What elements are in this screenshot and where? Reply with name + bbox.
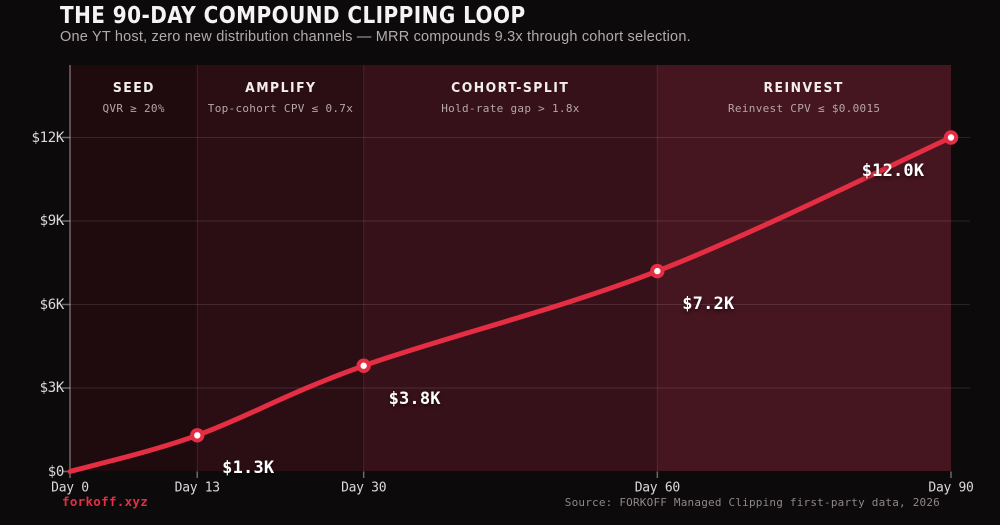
- y-axis-label: $0: [47, 463, 65, 480]
- phase-criteria: Top-cohort CPV ≤ 0.7x: [207, 102, 354, 115]
- page-subtitle: One YT host, zero new distribution chann…: [60, 29, 691, 45]
- data-point-label: $7.2K: [682, 294, 735, 315]
- phase-criteria: Hold-rate gap > 1.8x: [441, 102, 580, 115]
- phase-band-amplify: AMPLIFY Top-cohort CPV ≤ 0.7x: [197, 65, 364, 471]
- x-axis-label: Day 30: [341, 480, 387, 496]
- data-point-label: $12.0K: [861, 160, 925, 181]
- source-note: Source: FORKOFF Managed Clipping first-p…: [564, 496, 940, 509]
- x-axis-label: Day 0: [51, 480, 89, 496]
- phase-band-cohort-split: COHORT-SPLIT Hold-rate gap > 1.8x: [363, 65, 658, 471]
- page-title: THE 90-DAY COMPOUND CLIPPING LOOP: [60, 3, 526, 29]
- phase-title: REINVEST: [763, 80, 845, 96]
- x-axis-label: Day 90: [928, 480, 974, 496]
- phase-title: COHORT-SPLIT: [451, 80, 570, 96]
- phase-title: AMPLIFY: [244, 80, 317, 96]
- x-axis-label: Day 60: [634, 480, 680, 496]
- y-axis-label: $9K: [39, 213, 65, 229]
- x-axis-label: Day 13: [174, 480, 220, 496]
- phase-criteria: QVR ≥ 20%: [102, 102, 165, 115]
- data-point-label: $1.3K: [222, 458, 275, 479]
- phase-title: SEED: [112, 80, 155, 96]
- y-axis-label: $12K: [31, 129, 64, 146]
- y-axis-label: $3K: [39, 380, 65, 396]
- y-axis-label: $6K: [39, 296, 65, 313]
- data-point-label: $3.8K: [388, 388, 441, 409]
- phase-band-seed: SEED QVR ≥ 20%: [70, 65, 198, 471]
- brand-link[interactable]: forkoff.xyz: [62, 494, 149, 509]
- phase-band-reinvest: REINVEST Reinvest CPV ≤ $0.0015: [657, 65, 951, 471]
- phase-criteria: Reinvest CPV ≤ $0.0015: [728, 102, 881, 115]
